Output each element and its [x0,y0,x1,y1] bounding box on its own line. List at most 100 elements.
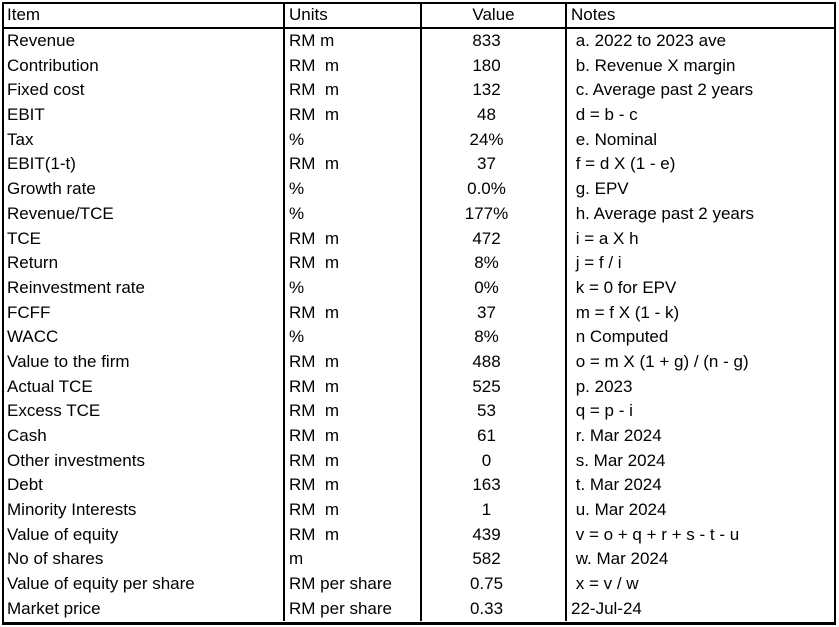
table-cell-value: 833 [422,28,567,54]
table-cell-item: Value of equity per share [4,571,285,597]
table-cell-value: 163 [422,473,567,498]
table-cell-value: 37 [422,300,567,325]
table-cell-notes: i = a X h [571,228,639,248]
table-cell-units: % [285,275,422,301]
table-cell-notes: j = f / i [571,253,622,273]
table-cell-notes: b. Revenue X margin [571,55,736,75]
table-cell-item: Excess TCE [4,399,285,424]
table-cell-item: Revenue [4,28,285,54]
table-cell-item: Debt [4,473,285,498]
table-cell-item: Contribution [4,53,285,79]
table-cell-units: RM m [285,423,422,449]
table-cell-notes: x = v / w [571,574,639,594]
table-cell-item: WACC [4,324,285,350]
table-cell-units: m [285,547,422,572]
table-cell-item: TCE [4,226,285,251]
table-cell-units: RM m [285,53,422,79]
table-cell-value: 53 [422,399,567,424]
table-cell-notes: e. Nominal [571,129,657,149]
table-cell-notes: t. Mar 2024 [571,475,662,495]
table-cell-units: RM m [285,226,422,251]
table-cell-units: RM m [285,152,422,177]
table-cell-notes: w. Mar 2024 [571,549,669,569]
table-cell-units: RM per share [285,596,422,622]
table-cell-notes: q = p - i [571,401,633,421]
table-cell-value: 61 [422,423,567,449]
table-cell-value: 472 [422,226,567,251]
table-cell-notes: u. Mar 2024 [571,500,667,520]
table-cell-notes: p. 2023 [571,376,633,396]
table-cell-item: EBIT [4,102,285,128]
table-cell-item: Growth rate [4,176,285,202]
table-cell-notes: v = o + q + r + s - t - u [571,524,740,544]
table-cell-item: FCFF [4,300,285,325]
table-cell-value: 0.33 [422,596,567,622]
table-cell-item: Actual TCE [4,374,285,399]
table-cell-item: EBIT(1-t) [4,152,285,177]
table-cell-units: % [285,201,422,227]
table-cell-units: % [285,127,422,153]
table-cell-notes: k = 0 for EPV [571,277,677,297]
table-cell-units: RM m [285,497,422,523]
table-cell-units: % [285,176,422,202]
table-cell-notes: o = m X (1 + g) / (n - g) [571,351,749,371]
table-cell-notes: s. Mar 2024 [571,450,666,470]
table-cell-value: 8% [422,324,567,350]
table-cell-item: Other investments [4,448,285,474]
table-cell-units: RM m [285,300,422,325]
table-cell-value: 488 [422,349,567,375]
table-cell-value: 132 [422,78,567,103]
table-cell-item: Return [4,250,285,276]
table-cell-item: Revenue/TCE [4,201,285,227]
table-cell-value: 48 [422,102,567,128]
table-cell-notes: f = d X (1 - e) [571,154,676,174]
table-cell-item: Minority Interests [4,497,285,523]
table-cell-units: RM m [285,374,422,399]
table-cell-value: 180 [422,53,567,79]
table-cell-notes: m = f X (1 - k) [571,302,680,322]
table-cell-notes: d = b - c [571,105,638,125]
table-cell-notes: h. Average past 2 years [571,203,755,223]
table-cell-item: Market price [4,596,285,622]
table-cell-value: 177% [422,201,567,227]
table-cell-units: % [285,324,422,350]
table-cell-units: RM m [285,78,422,103]
table-cell-value: 0% [422,275,567,301]
column-header-units: Units [285,4,422,29]
table-cell-notes: 22-Jul-24 [571,598,642,618]
table-cell-value: 525 [422,374,567,399]
table-cell-units: RM m [285,522,422,548]
table-cell-units: RM m [285,28,422,54]
column-header-item: Item [4,4,285,29]
table-cell-item: No of shares [4,547,285,572]
column-header-notes: Notes [567,4,834,29]
table-cell-value: 0.75 [422,571,567,597]
table-cell-notes: r. Mar 2024 [571,426,662,446]
valuation-grid: Item Units Value Notes Revenue RM m 833 a.… [4,4,834,622]
table-cell-notes: c. Average past 2 years [571,80,754,100]
table-cell-notes: g. EPV [571,179,629,199]
table-cell-value: 37 [422,152,567,177]
table-cell-units: RM m [285,349,422,375]
table-cell-item: Reinvestment rate [4,275,285,301]
table-cell-value: 0 [422,448,567,474]
table-cell-value: 8% [422,250,567,276]
table-cell-notes: n Computed [571,327,669,347]
table-cell-value: 582 [422,547,567,572]
table-cell-units: RM m [285,473,422,498]
table-cell-item: Cash [4,423,285,449]
table-cell-value: 439 [422,522,567,548]
table-cell-units: RM per share [285,571,422,597]
column-header-value: Value [422,4,567,29]
table-cell-item: Value of equity [4,522,285,548]
table-cell-units: RM m [285,102,422,128]
table-cell-item: Value to the firm [4,349,285,375]
table-cell-item: Tax [4,127,285,153]
table-cell-units: RM m [285,250,422,276]
table-cell-value: 1 [422,497,567,523]
table-cell-units: RM m [285,399,422,424]
table-cell-item: Fixed cost [4,78,285,103]
table-cell-units: RM m [285,448,422,474]
table-cell-value: 0.0% [422,176,567,202]
